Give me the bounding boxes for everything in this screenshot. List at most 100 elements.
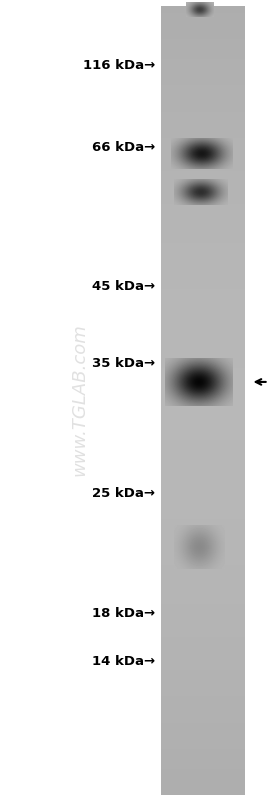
Bar — [161, 78, 245, 85]
Bar — [161, 407, 245, 414]
Bar — [161, 506, 245, 512]
Bar — [161, 650, 245, 657]
Bar — [161, 598, 245, 604]
Bar — [161, 322, 245, 328]
Bar — [161, 13, 245, 19]
Bar — [161, 591, 245, 598]
Bar — [161, 467, 245, 473]
Text: 45 kDa→: 45 kDa→ — [92, 280, 155, 292]
Bar — [161, 157, 245, 164]
Bar — [161, 237, 245, 243]
Bar — [161, 137, 245, 145]
Bar — [161, 341, 245, 348]
Bar — [161, 749, 245, 756]
Bar — [161, 308, 245, 316]
Bar — [161, 39, 245, 46]
Bar — [161, 453, 245, 460]
Bar — [161, 33, 245, 39]
Bar — [161, 736, 245, 742]
Bar — [161, 171, 245, 177]
Bar — [161, 335, 245, 341]
Bar — [161, 269, 245, 276]
Bar — [161, 559, 245, 565]
Bar — [161, 230, 245, 237]
Bar — [161, 19, 245, 26]
Bar — [161, 98, 245, 105]
Bar — [161, 578, 245, 585]
Bar — [161, 296, 245, 302]
Bar — [161, 611, 245, 618]
Bar — [161, 519, 245, 526]
Bar — [161, 112, 245, 118]
Bar — [161, 151, 245, 157]
Text: 14 kDa→: 14 kDa→ — [92, 655, 155, 668]
Bar — [161, 427, 245, 434]
Bar — [161, 164, 245, 171]
Bar — [161, 243, 245, 249]
Bar — [161, 545, 245, 552]
Bar — [161, 677, 245, 683]
Bar — [161, 381, 245, 388]
Bar — [161, 282, 245, 289]
Bar — [161, 414, 245, 420]
Bar — [161, 486, 245, 493]
Bar — [161, 697, 245, 703]
Bar — [161, 92, 245, 98]
Bar — [161, 6, 245, 795]
Bar — [161, 72, 245, 78]
Bar — [161, 512, 245, 519]
Text: 25 kDa→: 25 kDa→ — [92, 487, 155, 500]
Bar — [161, 368, 245, 375]
Bar — [161, 125, 245, 131]
Bar — [161, 447, 245, 453]
Bar — [161, 190, 245, 197]
Bar — [161, 670, 245, 677]
Bar — [161, 177, 245, 184]
Text: 18 kDa→: 18 kDa→ — [92, 607, 155, 620]
Bar — [161, 769, 245, 775]
Bar — [161, 131, 245, 137]
Bar — [161, 630, 245, 638]
Bar — [161, 756, 245, 762]
Bar — [161, 348, 245, 355]
Bar — [161, 729, 245, 736]
Text: 66 kDa→: 66 kDa→ — [92, 141, 155, 154]
Bar — [161, 493, 245, 499]
Bar — [161, 624, 245, 630]
Bar — [161, 565, 245, 571]
Bar — [161, 223, 245, 230]
Text: 35 kDa→: 35 kDa→ — [92, 357, 155, 370]
Bar — [161, 663, 245, 670]
Bar — [161, 782, 245, 789]
Bar — [161, 197, 245, 204]
Bar — [161, 723, 245, 729]
Bar — [161, 256, 245, 263]
Bar — [161, 775, 245, 782]
Bar — [161, 394, 245, 400]
Bar — [161, 355, 245, 361]
Bar — [161, 789, 245, 795]
Bar — [161, 85, 245, 92]
Bar — [161, 59, 245, 66]
Bar — [161, 552, 245, 559]
Bar — [161, 217, 245, 223]
Bar — [161, 473, 245, 479]
Bar — [161, 276, 245, 282]
Bar — [161, 26, 245, 33]
Bar — [161, 742, 245, 749]
Bar — [161, 328, 245, 335]
Bar — [161, 585, 245, 591]
Bar — [161, 644, 245, 650]
Bar — [161, 263, 245, 269]
Bar — [161, 420, 245, 427]
Bar — [161, 316, 245, 322]
Bar — [161, 440, 245, 447]
Bar — [161, 53, 245, 59]
Bar — [161, 539, 245, 545]
Bar — [161, 434, 245, 440]
Bar — [161, 716, 245, 723]
Bar — [161, 184, 245, 190]
Bar — [161, 210, 245, 217]
Bar — [161, 618, 245, 624]
Bar — [161, 604, 245, 611]
